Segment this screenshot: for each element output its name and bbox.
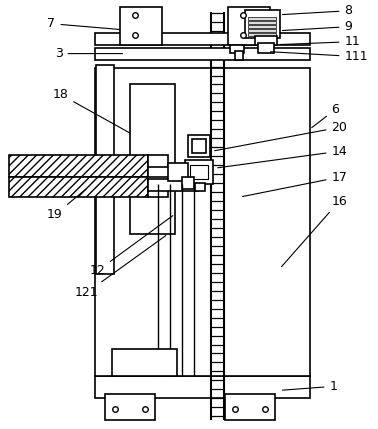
Bar: [225, 394, 275, 420]
Text: 1: 1: [282, 380, 337, 393]
Bar: [248, 29, 276, 32]
Text: 17: 17: [243, 171, 347, 196]
Text: 14: 14: [218, 145, 347, 168]
Bar: [96, 64, 114, 274]
Text: 12: 12: [90, 216, 173, 277]
Text: 121: 121: [75, 236, 166, 299]
Bar: [120, 7, 162, 45]
Bar: [168, 163, 188, 181]
Bar: [9, 155, 148, 177]
Text: 111: 111: [271, 50, 368, 63]
Bar: [248, 25, 276, 28]
Bar: [130, 85, 175, 234]
Bar: [228, 7, 270, 45]
Bar: [185, 160, 213, 184]
Bar: [230, 45, 244, 53]
Text: 16: 16: [282, 194, 347, 267]
Bar: [95, 376, 310, 398]
Text: 11: 11: [280, 35, 360, 48]
Text: 8: 8: [282, 4, 352, 17]
Bar: [105, 394, 155, 420]
Bar: [192, 139, 206, 153]
Bar: [248, 21, 276, 24]
Text: 9: 9: [282, 20, 352, 33]
Text: 7: 7: [48, 17, 119, 30]
Bar: [248, 17, 276, 20]
Bar: [148, 179, 198, 191]
Text: 6: 6: [312, 103, 339, 127]
Bar: [188, 135, 210, 157]
Bar: [95, 33, 310, 45]
Bar: [195, 183, 205, 191]
Text: 18: 18: [53, 88, 130, 133]
Bar: [182, 177, 194, 189]
Bar: [190, 165, 208, 179]
Bar: [148, 167, 198, 177]
Bar: [9, 177, 148, 197]
Text: 19: 19: [47, 189, 86, 221]
Text: 20: 20: [215, 121, 347, 151]
Text: 3: 3: [54, 47, 122, 60]
Bar: [245, 10, 280, 38]
Bar: [95, 48, 310, 60]
Bar: [258, 42, 274, 53]
Bar: [235, 51, 243, 60]
Bar: [248, 33, 276, 36]
Bar: [95, 67, 310, 376]
Bar: [148, 155, 168, 197]
Bar: [112, 348, 177, 376]
Bar: [255, 36, 277, 45]
